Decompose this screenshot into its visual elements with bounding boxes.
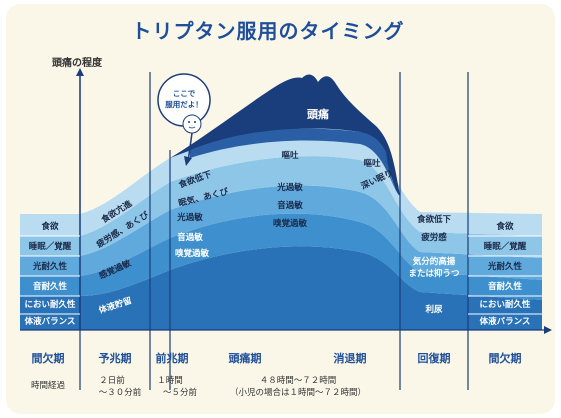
phase-labels: 間欠期 予兆期 前兆期 頭痛期 消退期 回復期 間欠期 xyxy=(32,351,522,365)
time-interictal: 時間経過 xyxy=(31,380,66,391)
time-aura-1: １時間 xyxy=(157,376,183,386)
interictal-right-dividers xyxy=(468,235,542,315)
headache-peak xyxy=(170,74,400,196)
recovery-appetite-loss: 食欲低下 xyxy=(417,214,452,225)
peak-label: 頭痛 xyxy=(307,107,329,121)
interictal-right-item: 光耐久性 xyxy=(487,261,523,272)
diagram-title: トリプタン服用のタイミング xyxy=(132,19,405,43)
band-layer-4 xyxy=(20,213,542,300)
label-photo-2: 光過敏 xyxy=(276,182,303,193)
phase-interictal-left: 間欠期 xyxy=(32,351,65,365)
band-layer-1 xyxy=(20,128,542,236)
phase-resolution: 消退期 xyxy=(334,351,367,365)
time-prodrome-1: ２日前 xyxy=(99,375,125,386)
y-axis-arrow-icon xyxy=(76,68,84,76)
interictal-right-item: 体液バランス xyxy=(480,316,531,327)
recovery-mood-2: または抑うつ xyxy=(408,268,459,279)
label-nausea-2: 嘔吐 xyxy=(363,158,381,169)
interictal-left-item: におい耐久性 xyxy=(24,299,76,310)
band-layer-3 xyxy=(20,185,542,280)
label-photo: 光過敏 xyxy=(176,212,203,223)
bubble-line-1: ここで xyxy=(173,89,196,98)
label-phono: 音過敏 xyxy=(177,232,203,243)
recovery-fatigue: 疲労感 xyxy=(421,232,447,243)
interictal-left-list: 食欲 睡眠／覚醒 光耐久性 音耐久性 におい耐久性 体液バランス xyxy=(24,221,76,327)
band-layer-2 xyxy=(20,156,542,258)
interictal-right-list: 食欲 睡眠／覚醒 光耐久性 音耐久性 におい耐久性 体液バランス xyxy=(479,221,531,327)
label-nausea: 嘔吐 xyxy=(281,150,299,161)
time-prodrome-2: 〜３０分前 xyxy=(99,387,142,398)
time-headache-2: （小児の場合は１時間〜７２時間） xyxy=(230,387,366,398)
phase-recovery: 回復期 xyxy=(418,351,451,365)
label-osmo: 嗅覚過敏 xyxy=(175,248,210,259)
y-axis-label: 頭痛の程度 xyxy=(52,56,103,69)
phase-headache: 頭痛期 xyxy=(229,351,262,365)
phase-aura: 前兆期 xyxy=(156,351,189,365)
interictal-right-item: 音耐久性 xyxy=(488,281,523,292)
phase-prodrome: 予兆期 xyxy=(99,351,132,365)
nausea-band xyxy=(190,128,400,196)
time-aura-2: 〜５分前 xyxy=(163,387,198,398)
time-axis-arrow-icon xyxy=(544,326,552,334)
mascot-face-icon xyxy=(182,114,202,134)
interictal-right-item: 睡眠／覚醒 xyxy=(484,241,527,252)
interictal-left-item: 睡眠／覚醒 xyxy=(29,241,72,252)
label-phono-2: 音過敏 xyxy=(277,200,303,211)
recovery-mood-1: 気分的高揚 xyxy=(413,256,456,267)
interictal-right-item: におい耐久性 xyxy=(479,299,531,310)
recovery-urine: 利尿 xyxy=(424,304,443,315)
interictal-left-item: 光耐久性 xyxy=(32,261,68,272)
interictal-left-dividers xyxy=(20,235,80,315)
mascot: ここで 服用だよ！ xyxy=(157,73,211,166)
label-osmo-2: 嗅覚過敏 xyxy=(273,218,308,229)
interictal-left-item: 食欲 xyxy=(41,221,59,232)
time-labels: 時間経過 ２日前 〜３０分前 １時間 〜５分前 ４８時間〜７２時間 （小児の場合… xyxy=(31,375,366,398)
phase-interictal-right: 間欠期 xyxy=(489,351,522,365)
time-headache-1: ４８時間〜７２時間 xyxy=(260,376,337,386)
interictal-left-item: 体液バランス xyxy=(25,316,76,327)
interictal-right-item: 食欲 xyxy=(496,221,514,232)
bubble-line-2: 服用だよ！ xyxy=(165,100,203,109)
interictal-left-item: 音耐久性 xyxy=(33,281,68,292)
